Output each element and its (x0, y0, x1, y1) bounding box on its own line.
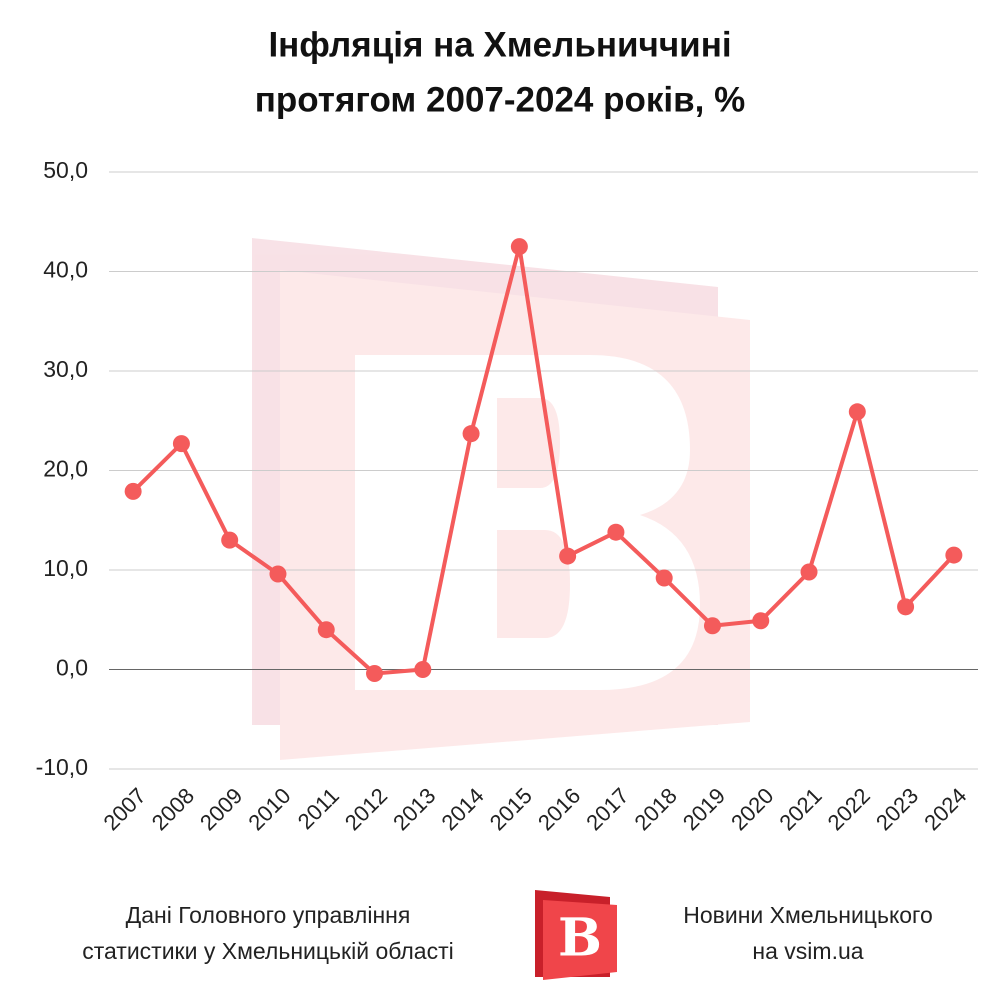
publisher-text: на vsim.ua (752, 938, 863, 964)
marker (848, 403, 866, 421)
marker (655, 569, 673, 587)
x-tick-label: 2019 (678, 783, 730, 835)
marker (800, 563, 818, 581)
x-tick-label: 2024 (919, 783, 971, 835)
marker (462, 425, 480, 443)
marker (317, 621, 335, 639)
x-tick-label: 2017 (581, 783, 633, 835)
marker (510, 238, 528, 256)
x-tick-label: 2011 (293, 783, 344, 834)
x-tick-label: 2020 (726, 783, 778, 835)
x-tick-label: 2023 (871, 783, 923, 835)
x-tick-label: 2007 (98, 783, 150, 835)
y-tick-label: 40,0 (43, 257, 88, 283)
marker (703, 617, 721, 635)
y-tick-label: 10,0 (43, 555, 88, 581)
x-tick-label: 2012 (340, 783, 392, 835)
marker (752, 612, 770, 630)
x-tick-label: 2018 (630, 783, 682, 835)
x-tick-label: 2022 (823, 783, 875, 835)
source-text: статистики у Хмельницькій області (82, 938, 454, 964)
marker (945, 546, 963, 564)
marker (607, 523, 625, 541)
x-tick-label: 2010 (243, 783, 295, 835)
marker (559, 547, 577, 565)
x-tick-label: 2014 (436, 783, 488, 835)
publisher-text: Новини Хмельницького (683, 902, 933, 928)
x-tick-label: 2013 (388, 783, 440, 835)
marker (414, 661, 432, 678)
marker (124, 482, 142, 500)
svg-text:B: B (558, 908, 602, 969)
x-tick-label: 2015 (485, 783, 537, 835)
marker (269, 565, 287, 583)
watermark (252, 238, 750, 760)
y-tick-label: 30,0 (43, 356, 88, 382)
x-tick-label: 2021 (774, 783, 826, 835)
chart-title: Інфляція на Хмельниччині (268, 25, 731, 64)
x-tick-label: 2016 (533, 783, 585, 835)
x-tick-label: 2009 (195, 783, 247, 835)
y-tick-label: 0,0 (56, 655, 88, 681)
marker (221, 531, 239, 549)
line (131, 244, 956, 676)
chart-title: протягом 2007-2024 років, % (255, 80, 745, 119)
y-tick-label: -10,0 (36, 754, 88, 780)
marker (172, 435, 190, 453)
marker (897, 598, 915, 616)
logo: B (535, 890, 617, 980)
x-tick-label: 2008 (147, 783, 199, 835)
source-text: Дані Головного управління (126, 902, 411, 928)
y-tick-label: 50,0 (43, 157, 88, 183)
y-tick-label: 20,0 (43, 456, 88, 482)
marker (366, 664, 384, 682)
